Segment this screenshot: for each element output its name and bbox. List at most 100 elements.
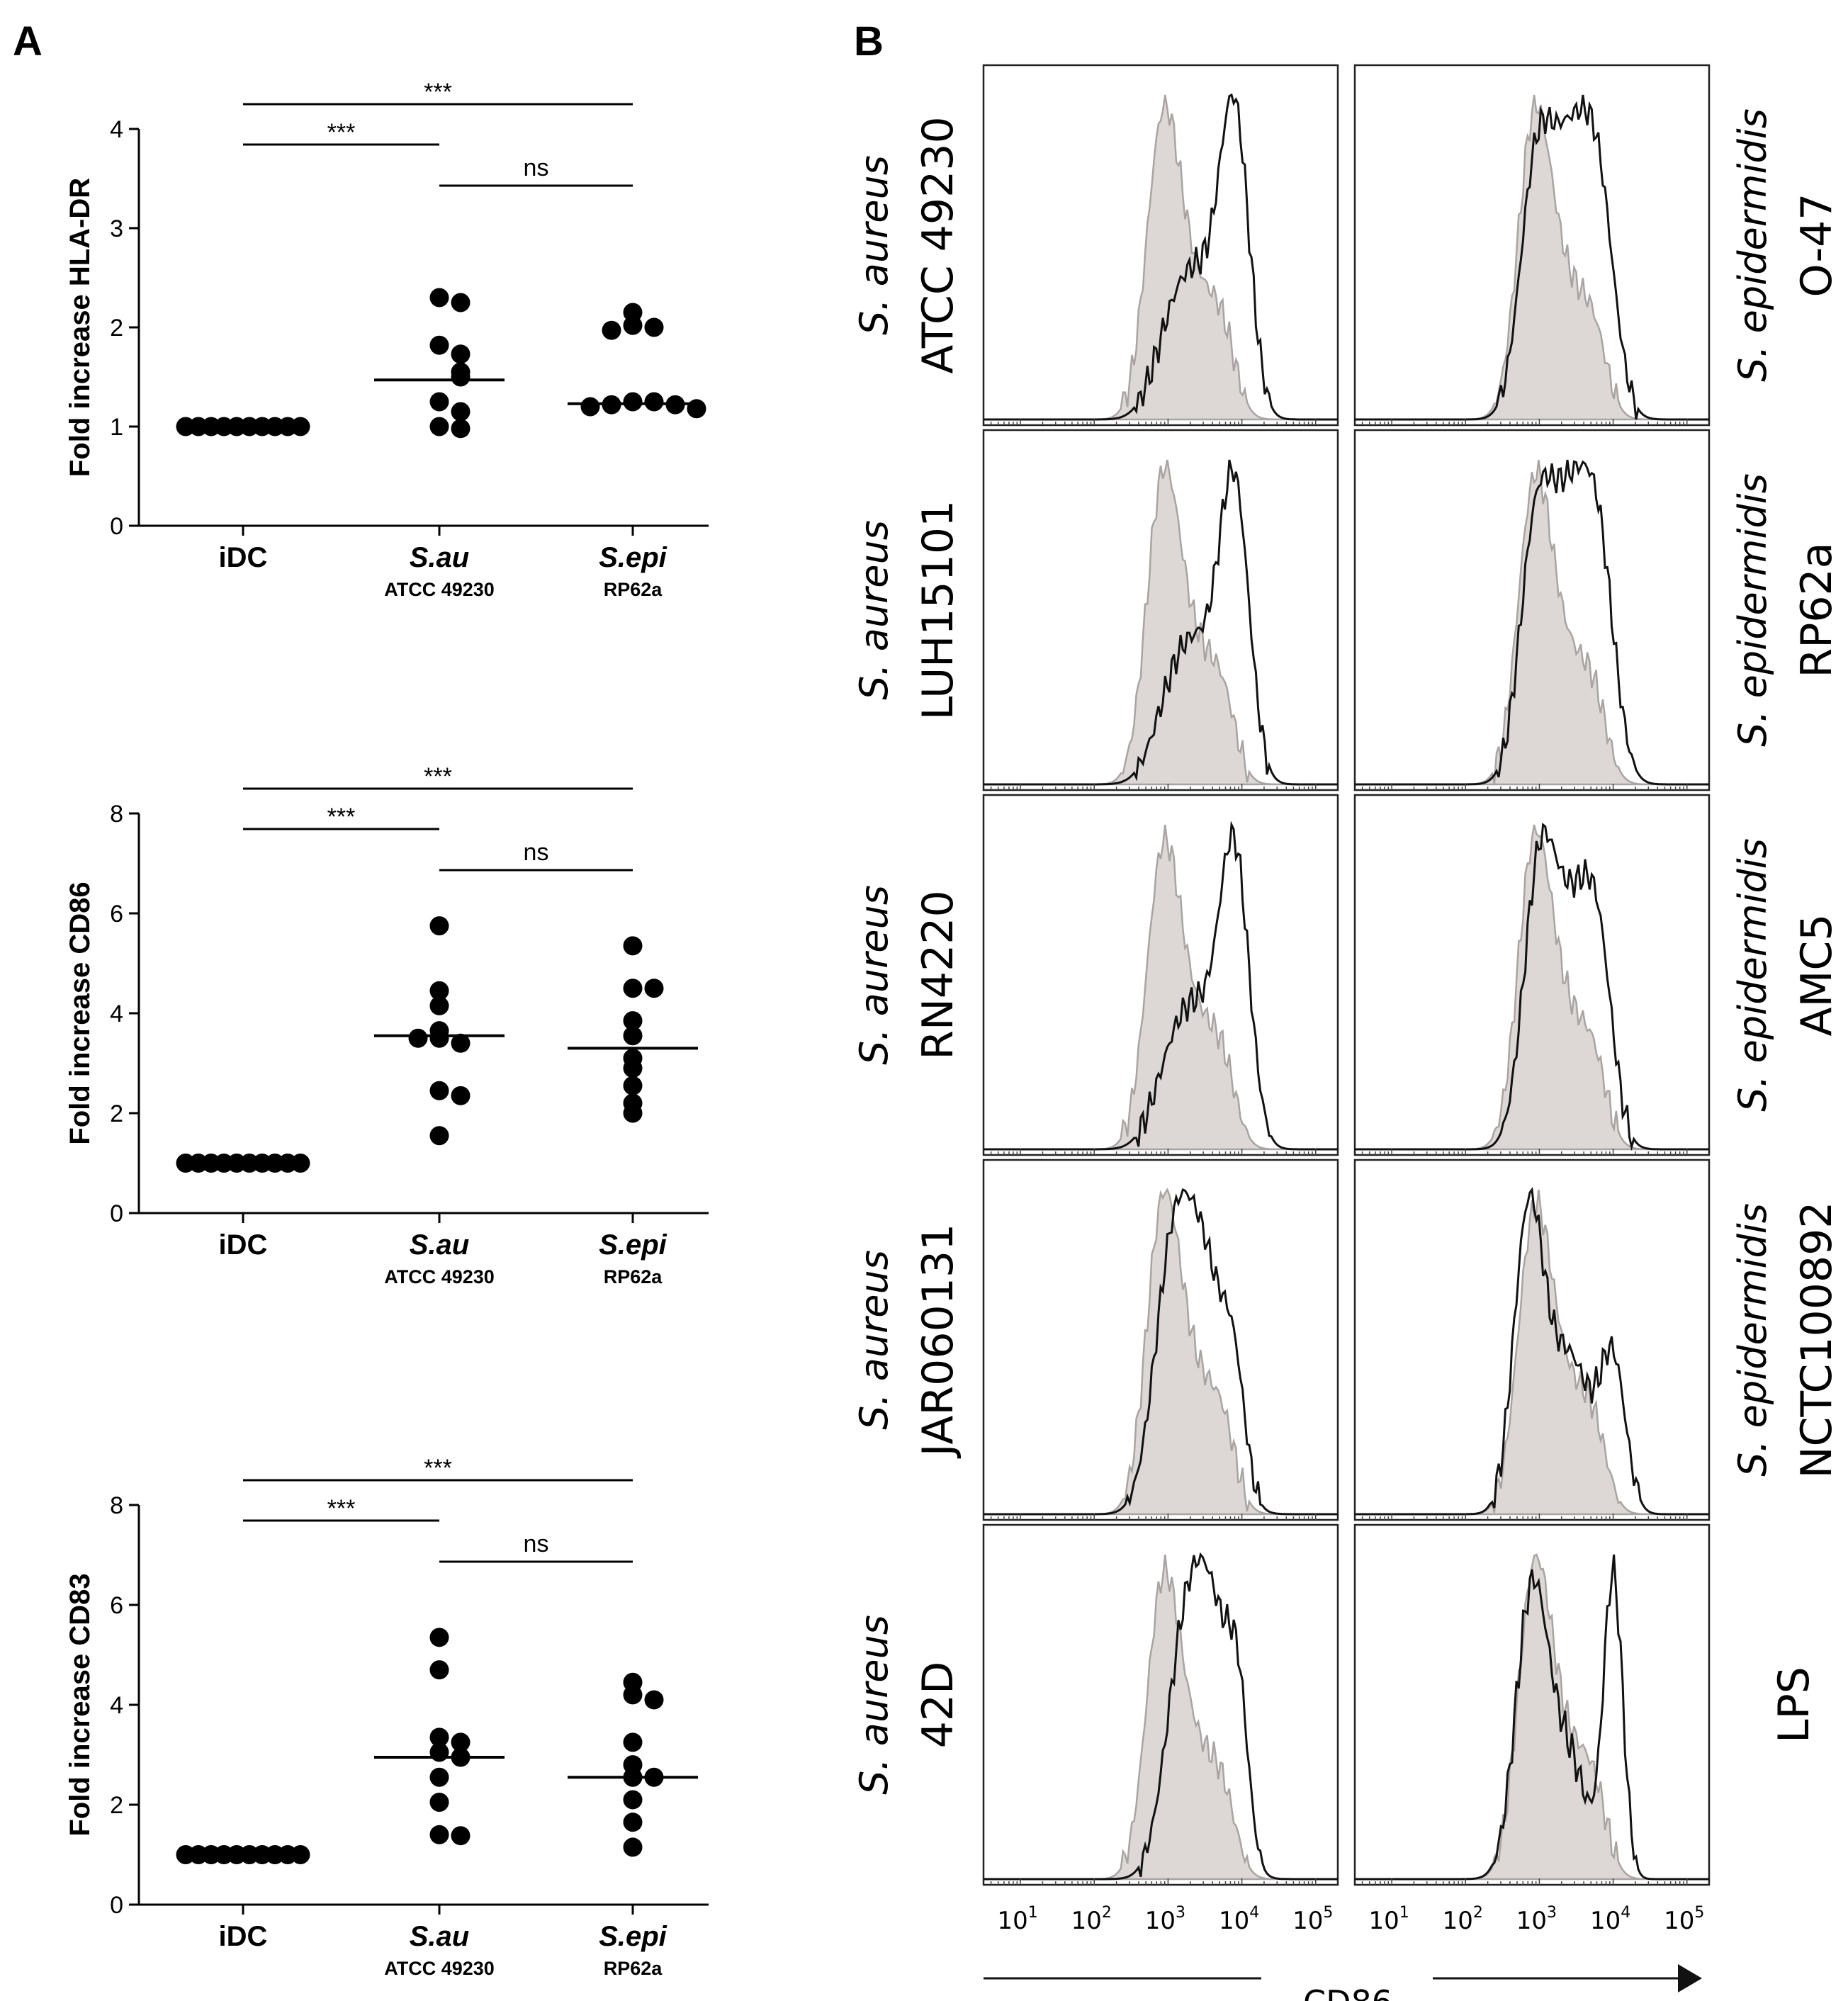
- tick-exponent: 5: [1323, 1904, 1333, 1922]
- data-point: [430, 1628, 449, 1647]
- tick-base: 10: [1219, 1907, 1249, 1935]
- data-point: [430, 916, 449, 935]
- histogram-panel-right-2: [1355, 430, 1709, 790]
- tick-base: 10: [1590, 1907, 1621, 1935]
- tick-exponent: 5: [1694, 1904, 1704, 1922]
- tick-base: 10: [1071, 1907, 1102, 1935]
- data-point: [624, 393, 643, 412]
- data-point: [624, 936, 643, 955]
- right-strain-label: S. epidermidis AMC5: [1730, 838, 1842, 1112]
- category-label: S.epi: [599, 542, 667, 573]
- data-point: [430, 288, 449, 308]
- dot-plot-2: 02468Fold increase CD86iDC S.auATCC 49230…: [64, 763, 709, 1287]
- data-point: [451, 419, 471, 438]
- data-point: [451, 344, 471, 363]
- species-label: S. epidermidis: [1730, 473, 1775, 747]
- tick-base: 10: [1145, 1907, 1176, 1935]
- x-tick-label: 102: [1443, 1904, 1483, 1935]
- data-point: [430, 1029, 449, 1048]
- tick-base: 10: [1664, 1907, 1694, 1935]
- data-point: [624, 1732, 643, 1752]
- y-tick-label: 2: [110, 1100, 123, 1127]
- data-point: [624, 1104, 643, 1123]
- significance-label: ***: [327, 119, 356, 146]
- category-label: S.epi: [599, 1921, 667, 1952]
- strain-label: ATCC 49230: [913, 116, 963, 373]
- x-tick-label: 105: [1292, 1904, 1333, 1935]
- data-point: [581, 398, 600, 417]
- left-strain-label: S. aureus RN4220: [852, 885, 963, 1065]
- category-label: S.au: [410, 1229, 469, 1261]
- significance-label: ns: [524, 154, 549, 181]
- right-strain-label: S. epidermidis RP62a: [1730, 473, 1842, 747]
- strain-label: 42D: [913, 1662, 963, 1749]
- x-tick-label: 104: [1219, 1904, 1259, 1935]
- category-sublabel: RP62a: [604, 1266, 663, 1287]
- tick-base: 10: [1516, 1907, 1547, 1935]
- data-point: [602, 321, 621, 340]
- strain-label: O-47: [1792, 193, 1842, 298]
- data-point: [430, 1742, 449, 1762]
- y-tick-label: 4: [110, 1692, 123, 1719]
- data-point: [430, 417, 449, 436]
- strain-label: NCTC100892: [1792, 1202, 1842, 1479]
- data-point: [430, 996, 449, 1015]
- dot-plot-3: 02468Fold increase CD83iDC S.auATCC 49230…: [64, 1455, 709, 1979]
- species-label: S. aureus: [852, 1615, 896, 1795]
- y-axis-label: Fold increase HLA-DR: [64, 178, 96, 477]
- data-point: [430, 1793, 449, 1812]
- x-axis-label: CD86: [1303, 1983, 1392, 2001]
- significance-label: ***: [424, 79, 452, 106]
- tick-exponent: 1: [1399, 1904, 1409, 1922]
- tick-base: 10: [1292, 1907, 1323, 1935]
- species-label: S. aureus: [852, 1250, 896, 1430]
- histogram-panel-left-5: [984, 1525, 1338, 1885]
- figure: A B 01234Fold increase HLA-DRiDC S.auATCC…: [0, 0, 1848, 2001]
- left-strain-label: S. aureus ATCC 49230: [852, 116, 963, 373]
- histogram-panel-left-2: [984, 430, 1338, 790]
- y-tick-label: 2: [110, 1792, 123, 1819]
- data-point: [645, 1690, 664, 1709]
- species-label: S. aureus: [852, 885, 896, 1065]
- data-point: [430, 1768, 449, 1787]
- species-label: S. aureus: [852, 155, 896, 335]
- data-point: [645, 393, 664, 412]
- data-point: [430, 1126, 449, 1145]
- dot-plot-1: 0 1 2 3 4 Fold increase HLA-DR iDC S.au ATCC 492…: [64, 79, 709, 600]
- y-tick-label: 6: [110, 1592, 123, 1619]
- y-tick-label: 3: [110, 215, 123, 242]
- x-tick-label: 104: [1590, 1904, 1630, 1935]
- strain-label: AMC5: [1792, 914, 1842, 1037]
- data-point: [409, 1029, 428, 1048]
- data-point: [687, 399, 706, 418]
- significance-label: ***: [424, 1455, 452, 1482]
- category-label: S.epi: [599, 1229, 667, 1261]
- data-point: [645, 318, 664, 337]
- y-tick-label: 8: [110, 801, 123, 828]
- significance-label: ***: [327, 804, 356, 830]
- strain-label: RP62a: [1792, 543, 1842, 678]
- x-tick-label: 103: [1516, 1904, 1557, 1935]
- histogram-panel-right-5: [1355, 1525, 1709, 1885]
- strain-label: RN4220: [913, 890, 963, 1059]
- data-point: [624, 1813, 643, 1832]
- right-strain-label: S. epidermidis O-47: [1730, 108, 1842, 382]
- y-tick-label: 2: [110, 315, 123, 342]
- y-tick-label: 8: [110, 1492, 123, 1519]
- right-strain-label: S. epidermidis NCTC100892: [1730, 1202, 1842, 1479]
- tick-exponent: 3: [1176, 1904, 1185, 1922]
- x-axis-arrow: [1678, 1964, 1702, 1992]
- significance-label: ***: [424, 763, 452, 790]
- species-label: S. epidermidis: [1730, 838, 1775, 1112]
- strain-label: JAR060131: [913, 1224, 963, 1459]
- data-point: [451, 1086, 471, 1105]
- data-point: [451, 368, 471, 387]
- left-strain-label: S. aureus 42D: [852, 1615, 963, 1795]
- tick-exponent: 1: [1028, 1904, 1038, 1922]
- y-tick-label: 1: [110, 414, 123, 441]
- category-sublabel: ATCC 49230: [384, 1958, 495, 1979]
- panel-a-scatter-charts: 0 1 2 3 4 Fold increase HLA-DR iDC S.au ATCC 492…: [64, 79, 709, 1979]
- category-label: iDC: [219, 1921, 268, 1952]
- data-point: [645, 979, 664, 998]
